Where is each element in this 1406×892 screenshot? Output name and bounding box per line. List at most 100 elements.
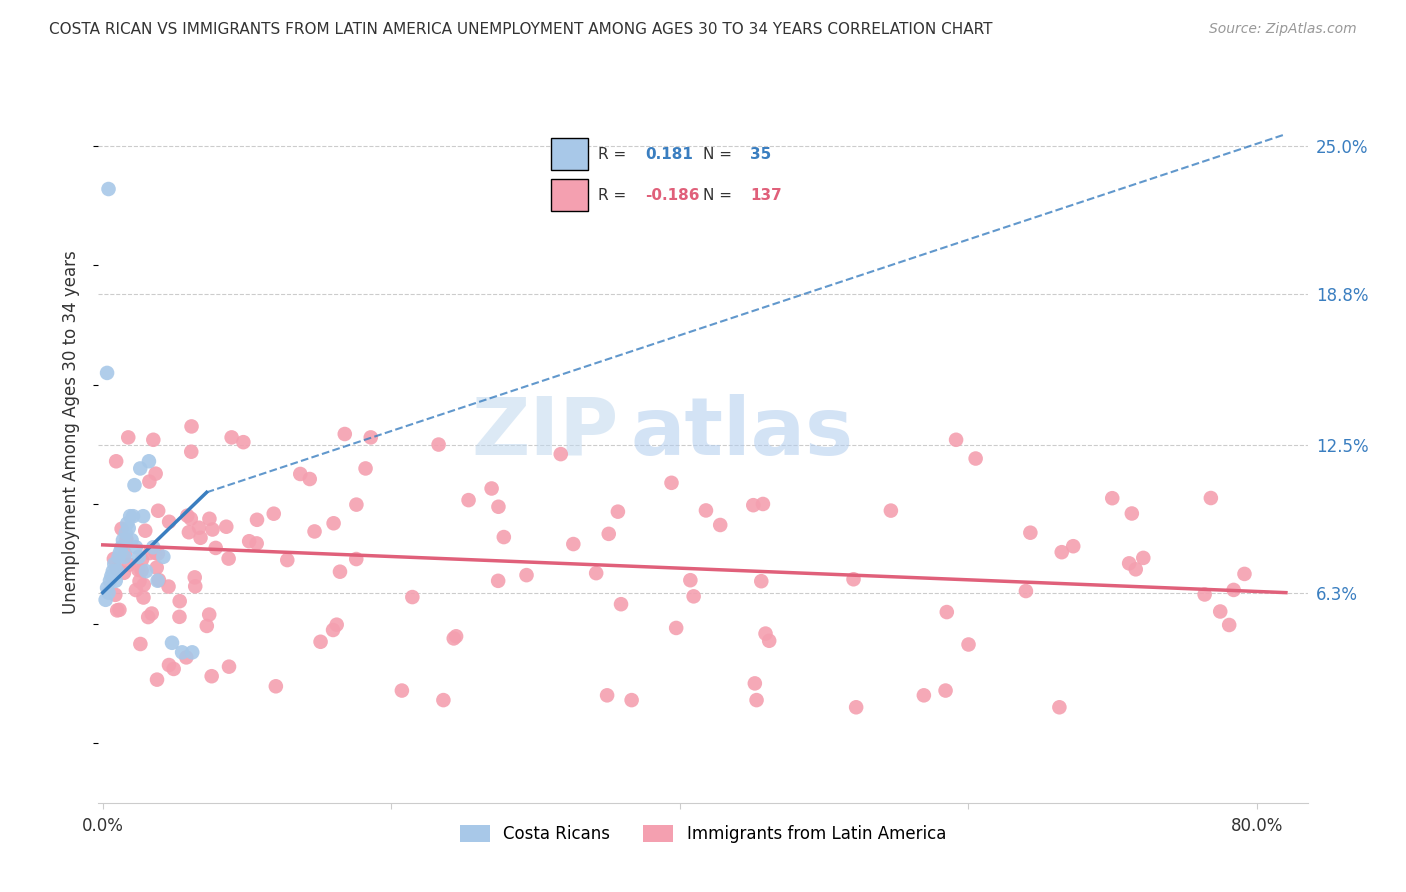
Point xyxy=(135,564,157,578)
Point xyxy=(742,498,765,512)
Point xyxy=(105,564,128,578)
Point xyxy=(103,557,125,571)
Point xyxy=(138,546,160,560)
Text: R =: R = xyxy=(599,147,631,161)
Point xyxy=(298,472,321,486)
Point xyxy=(344,498,367,512)
Point xyxy=(232,435,254,450)
Point xyxy=(481,482,503,496)
Point xyxy=(709,518,731,533)
Point xyxy=(309,634,332,648)
Point xyxy=(1015,584,1038,599)
Point xyxy=(329,565,352,579)
Point xyxy=(550,447,572,461)
Text: 137: 137 xyxy=(749,188,782,202)
Point xyxy=(108,603,131,617)
Point xyxy=(117,430,139,444)
Point xyxy=(128,574,150,589)
Point xyxy=(215,519,238,533)
Point xyxy=(682,590,704,604)
Point xyxy=(96,366,118,380)
Point xyxy=(121,533,143,547)
Point xyxy=(218,551,240,566)
Point xyxy=(132,509,155,524)
Point xyxy=(181,645,204,659)
Point xyxy=(118,521,141,535)
Point xyxy=(515,568,537,582)
Point xyxy=(264,679,287,693)
Legend: Costa Ricans, Immigrants from Latin America: Costa Ricans, Immigrants from Latin Amer… xyxy=(453,819,953,850)
Point xyxy=(104,574,127,588)
Point xyxy=(112,549,135,564)
Point xyxy=(391,683,413,698)
Text: N =: N = xyxy=(703,188,733,202)
Point xyxy=(110,522,132,536)
Point xyxy=(427,437,450,451)
Point xyxy=(754,626,776,640)
Text: 0.181: 0.181 xyxy=(645,147,693,161)
Point xyxy=(146,547,169,561)
Point xyxy=(195,619,218,633)
Point xyxy=(585,566,607,581)
Point xyxy=(201,523,224,537)
Point xyxy=(304,524,326,539)
Point xyxy=(1118,557,1140,571)
Point xyxy=(661,475,683,490)
Point xyxy=(110,541,132,555)
Point xyxy=(945,433,967,447)
Point xyxy=(695,503,717,517)
Point xyxy=(204,541,226,555)
Point xyxy=(105,603,128,617)
Point xyxy=(1047,700,1070,714)
Point xyxy=(957,638,980,652)
Point xyxy=(146,673,169,687)
Point xyxy=(107,549,129,564)
Point xyxy=(198,607,221,622)
Point xyxy=(360,430,382,444)
Point xyxy=(114,525,136,540)
Point xyxy=(201,669,224,683)
Point xyxy=(1101,491,1123,506)
Point xyxy=(749,574,772,589)
Point xyxy=(101,564,124,578)
Point xyxy=(172,645,194,659)
FancyBboxPatch shape xyxy=(551,179,588,211)
Point xyxy=(98,574,121,588)
Point xyxy=(457,493,479,508)
Point xyxy=(188,521,211,535)
Point xyxy=(322,623,344,637)
Point xyxy=(596,689,619,703)
Point xyxy=(183,570,205,584)
Point xyxy=(246,536,269,550)
Point xyxy=(157,515,180,529)
Point xyxy=(136,610,159,624)
Point xyxy=(134,524,156,538)
Point xyxy=(146,574,169,588)
Point xyxy=(401,590,423,604)
Point xyxy=(198,512,221,526)
Point xyxy=(169,610,191,624)
Point xyxy=(145,467,167,481)
Text: 35: 35 xyxy=(749,147,772,161)
Point xyxy=(108,545,131,559)
Point xyxy=(935,605,957,619)
Point xyxy=(1209,605,1232,619)
Point xyxy=(132,591,155,605)
Point xyxy=(180,511,202,525)
Point xyxy=(488,500,510,514)
Point xyxy=(845,700,868,714)
FancyBboxPatch shape xyxy=(551,138,588,170)
Point xyxy=(177,525,200,540)
Point xyxy=(606,505,628,519)
Point xyxy=(169,594,191,608)
Point xyxy=(562,537,585,551)
Point xyxy=(96,581,118,595)
Point xyxy=(112,566,135,580)
Point xyxy=(745,693,768,707)
Point xyxy=(1194,587,1216,601)
Point xyxy=(263,507,285,521)
Point xyxy=(1062,539,1084,553)
Point xyxy=(122,509,145,524)
Point xyxy=(103,552,125,566)
Point xyxy=(131,552,153,566)
